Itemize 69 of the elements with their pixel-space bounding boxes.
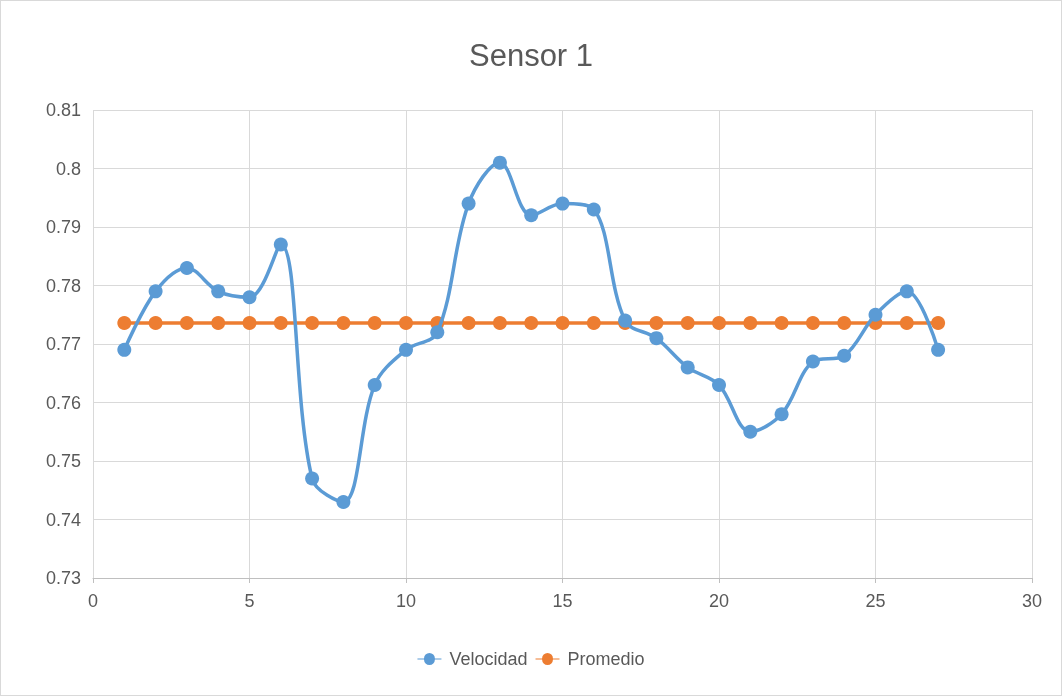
point xyxy=(774,407,789,422)
point xyxy=(305,315,320,330)
y-tick-label: 0.81 xyxy=(45,100,81,120)
y-tick-label: 0.76 xyxy=(45,392,81,413)
y-tick-label: 0.78 xyxy=(45,275,81,296)
point xyxy=(399,315,413,330)
x-tick-label: 25 xyxy=(865,591,886,611)
legend-label: Velocidad xyxy=(449,649,528,669)
point xyxy=(148,315,163,330)
y-tick-label: 0.75 xyxy=(45,451,81,471)
point xyxy=(837,315,852,330)
point xyxy=(899,315,914,330)
x-tick-label: 10 xyxy=(395,591,417,611)
y-tick-label: 0.77 xyxy=(45,334,81,354)
point xyxy=(336,494,351,509)
point xyxy=(805,315,820,330)
point xyxy=(555,315,570,330)
point xyxy=(524,208,539,223)
point xyxy=(399,342,413,357)
point xyxy=(931,342,946,357)
point xyxy=(273,237,288,252)
point xyxy=(837,348,852,363)
point xyxy=(743,315,758,330)
point xyxy=(712,315,726,330)
point xyxy=(273,315,288,330)
point xyxy=(649,315,664,330)
point xyxy=(211,315,226,330)
point xyxy=(461,196,476,211)
point xyxy=(868,307,883,322)
point xyxy=(712,377,726,392)
y-tick-label: 0.74 xyxy=(45,509,81,530)
point xyxy=(555,196,570,211)
point xyxy=(586,202,601,217)
x-tick-label: 5 xyxy=(244,591,255,611)
point xyxy=(680,315,695,330)
point xyxy=(524,315,539,330)
point xyxy=(931,315,946,330)
x-tick-label: 15 xyxy=(552,591,573,611)
point xyxy=(148,284,163,299)
point xyxy=(117,315,132,330)
y-tick-label: 0.73 xyxy=(45,568,81,588)
point xyxy=(680,360,695,375)
point xyxy=(492,155,507,170)
point xyxy=(242,290,257,305)
point xyxy=(179,315,194,330)
point xyxy=(743,424,758,439)
point xyxy=(586,315,601,330)
point xyxy=(899,284,914,299)
point xyxy=(774,315,789,330)
chart-title: Sensor 1 xyxy=(468,38,594,73)
y-tick-label: 0.79 xyxy=(45,217,81,237)
point xyxy=(805,354,820,369)
x-tick-label: 30 xyxy=(1021,591,1043,611)
point xyxy=(649,331,664,346)
point xyxy=(211,284,226,299)
y-tick-label: 0.8 xyxy=(55,158,81,179)
point xyxy=(117,342,132,357)
point xyxy=(367,315,382,330)
point xyxy=(367,377,382,392)
x-tick-label: 20 xyxy=(708,591,730,611)
point xyxy=(336,315,351,330)
point xyxy=(492,315,507,330)
point xyxy=(305,471,320,486)
x-tick-label: 0 xyxy=(87,591,99,611)
point xyxy=(242,315,257,330)
point xyxy=(179,260,194,275)
point xyxy=(430,325,445,340)
point xyxy=(461,315,476,330)
legend-label: Promedio xyxy=(567,649,645,669)
